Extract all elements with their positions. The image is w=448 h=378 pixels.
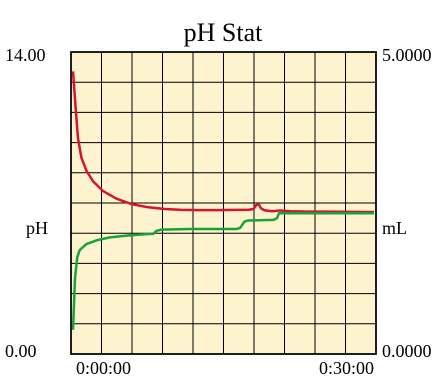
y-right-axis-label: mL: [382, 218, 407, 238]
ph-series-line: [71, 71, 375, 214]
ml-series-line: [71, 212, 374, 330]
x-tick-label-end: 0:30:00: [319, 358, 374, 378]
series-lines: [71, 71, 375, 330]
y-left-axis-label: pH: [26, 218, 48, 238]
y-left-min-label: 0.00: [5, 341, 37, 361]
y-left-max-label: 14.00: [5, 45, 46, 65]
grid: [71, 52, 376, 354]
plot-frame: [70, 51, 377, 355]
x-tick-label-start: 0:00:00: [76, 358, 131, 378]
y-right-min-label: 0.0000: [382, 341, 432, 361]
chart-title: pH Stat: [184, 18, 264, 47]
y-right-max-label: 5.0000: [382, 45, 432, 65]
